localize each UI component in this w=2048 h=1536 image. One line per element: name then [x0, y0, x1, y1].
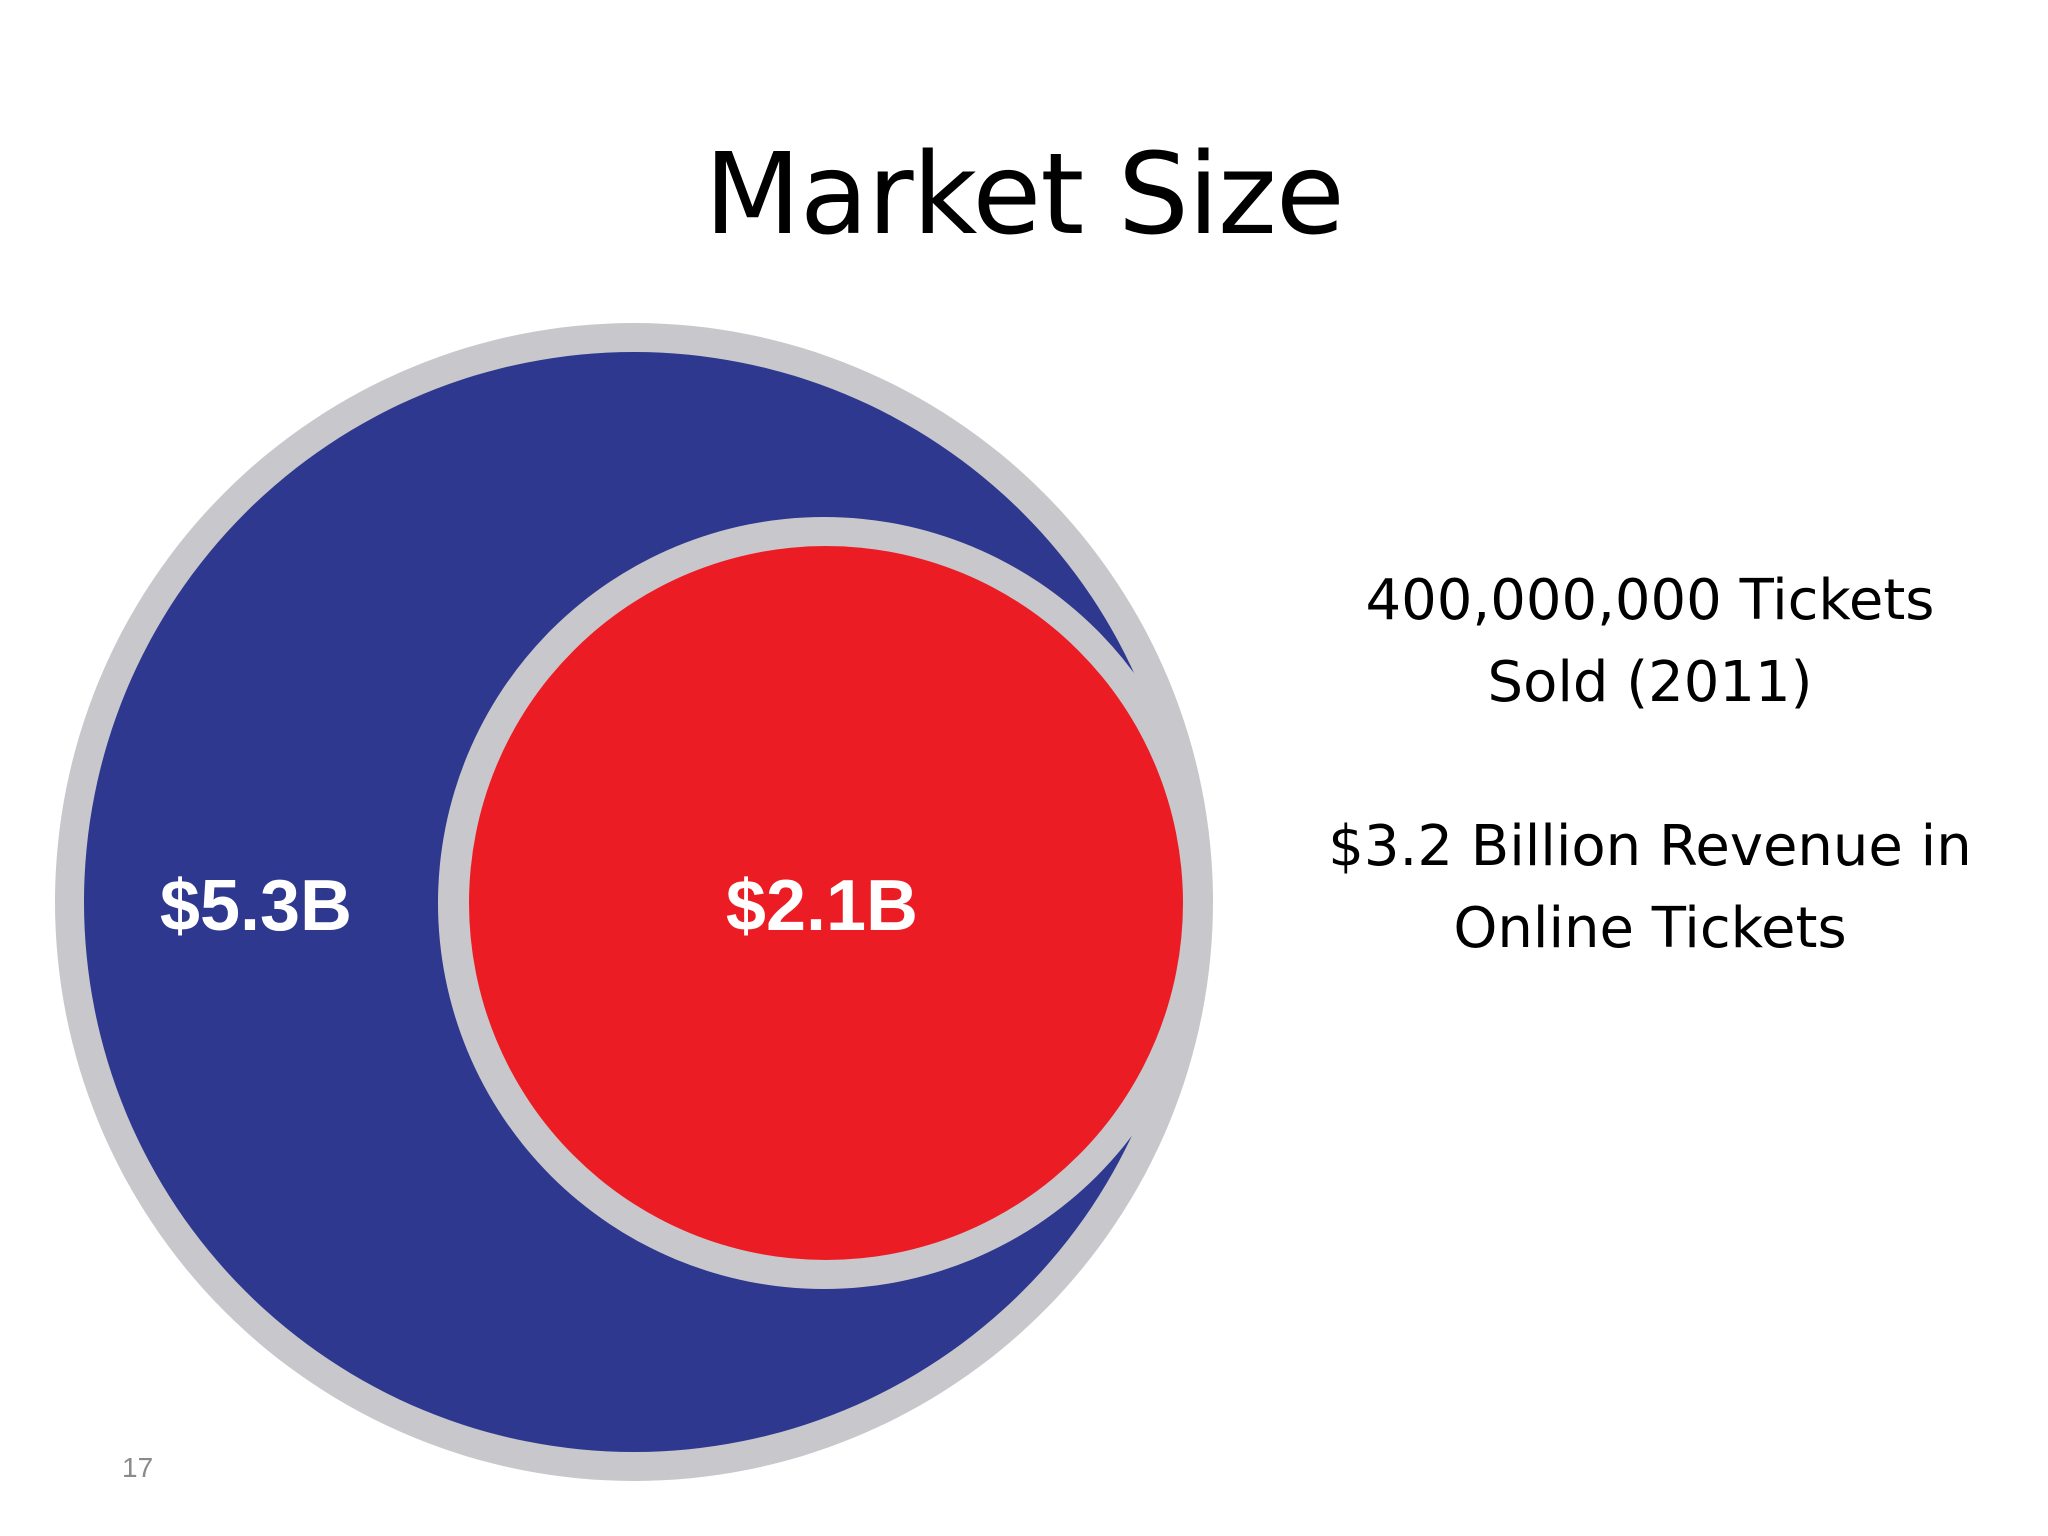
inner-circle: [469, 546, 1183, 1260]
revenue-stat: $3.2 Billion Revenue in Online Tickets: [1300, 806, 2000, 970]
revenue-stat-line-1: $3.2 Billion Revenue in: [1328, 814, 1972, 879]
tickets-stat-line-2: Sold (2011): [1487, 650, 1813, 715]
tickets-stat-line-1: 400,000,000 Tickets: [1365, 568, 1935, 633]
inner-circle-label: $2.1B: [726, 866, 918, 946]
tickets-stat: 400,000,000 Tickets Sold (2011): [1300, 560, 2000, 724]
page-number: 17: [122, 1452, 154, 1483]
slide-title: Market Size: [704, 130, 1345, 260]
revenue-stat-line-2: Online Tickets: [1453, 896, 1847, 961]
outer-circle-label: $5.3B: [160, 866, 352, 946]
